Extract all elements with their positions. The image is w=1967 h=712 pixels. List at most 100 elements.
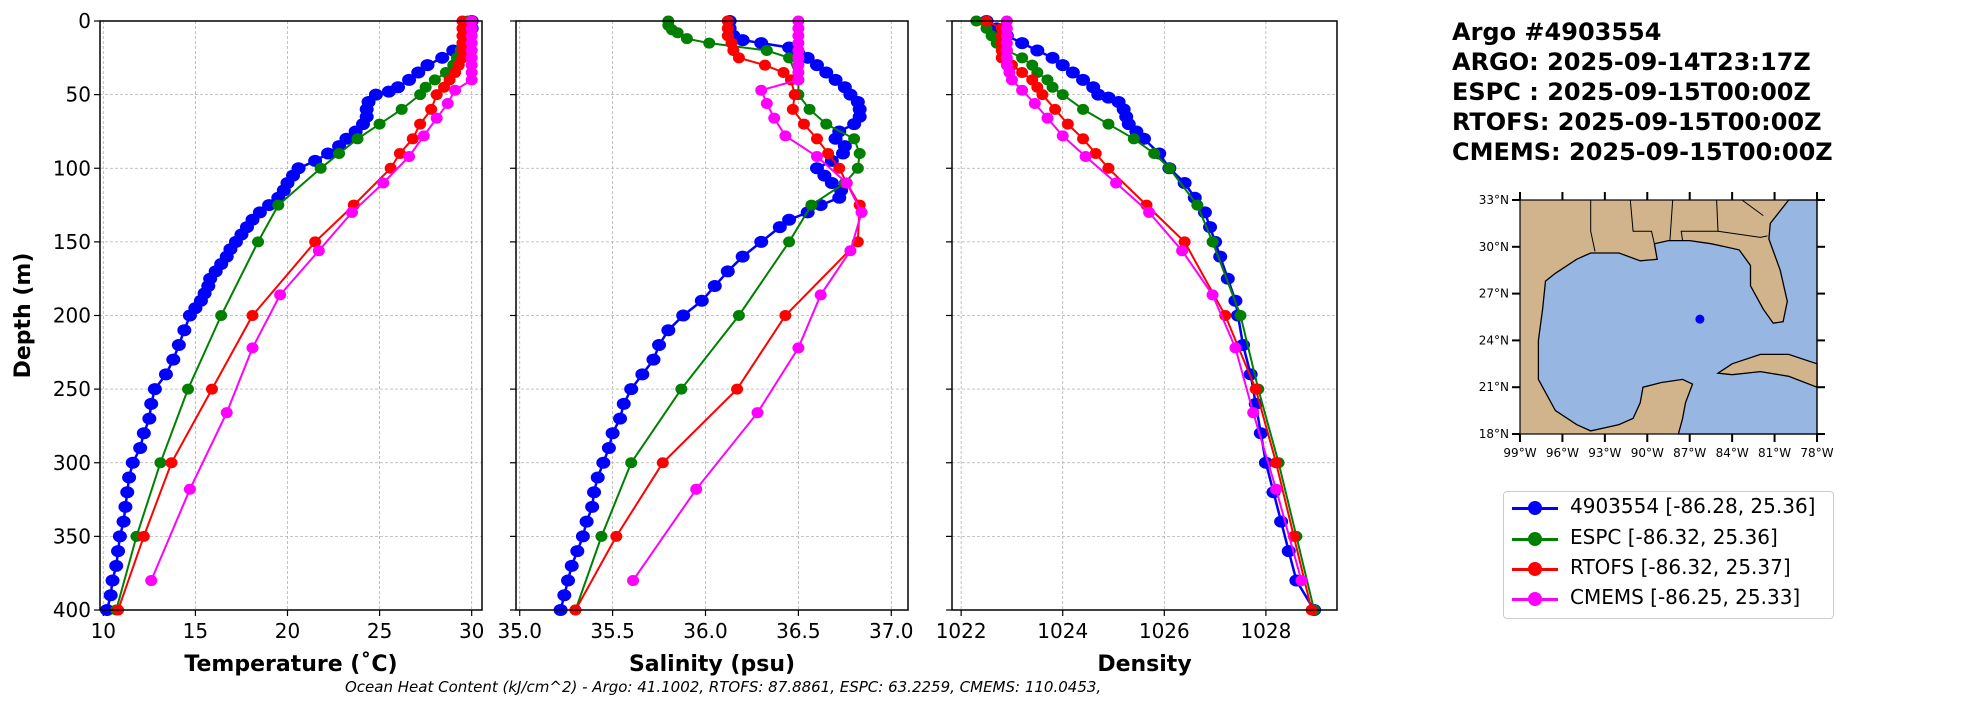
- data-point: [570, 545, 585, 558]
- data-point: [803, 103, 816, 115]
- y-axis-label: Depth (m): [11, 253, 36, 379]
- data-point: [373, 118, 386, 130]
- data-point: [1077, 103, 1090, 115]
- data-point: [596, 456, 611, 469]
- data-point: [414, 118, 427, 130]
- data-point: [758, 59, 771, 71]
- data-point: [656, 457, 669, 469]
- data-point: [272, 199, 285, 211]
- data-point: [832, 191, 847, 204]
- data-point: [205, 383, 218, 395]
- data-point: [142, 412, 157, 425]
- data-point: [112, 530, 127, 543]
- legend-marker: [1528, 562, 1542, 576]
- data-point: [1143, 206, 1156, 218]
- data-point: [797, 118, 810, 130]
- data-point: [575, 530, 590, 543]
- data-point: [828, 73, 843, 86]
- data-point: [428, 74, 441, 86]
- lon-tick-label: 93°W: [1588, 446, 1621, 460]
- data-point: [851, 162, 864, 174]
- data-point: [616, 397, 631, 410]
- x-axis-label: Temperature (˚C): [184, 652, 397, 677]
- data-point: [848, 133, 861, 145]
- cmems-time: CMEMS: 2025-09-15T00:00Z: [1452, 138, 1833, 166]
- data-point: [1016, 84, 1029, 96]
- data-point: [613, 412, 628, 425]
- data-point: [274, 289, 287, 301]
- data-point: [182, 383, 195, 395]
- state-border: [1590, 200, 1596, 252]
- data-point: [1270, 457, 1283, 469]
- data-point: [661, 324, 676, 337]
- data-point: [564, 559, 579, 572]
- lon-tick-label: 84°W: [1716, 446, 1749, 460]
- data-point: [351, 133, 364, 145]
- data-point: [786, 103, 799, 115]
- y-tick-label: 300: [53, 451, 91, 475]
- y-tick-label: 150: [53, 230, 91, 254]
- state-border: [1741, 199, 1764, 217]
- data-point: [731, 383, 744, 395]
- series-line: [632, 21, 863, 582]
- series-4903554: [553, 15, 867, 616]
- data-point: [137, 530, 150, 542]
- x-tick-label: 20: [275, 619, 300, 643]
- data-point: [1102, 118, 1115, 130]
- series-cmems: [1000, 15, 1308, 587]
- data-point: [133, 442, 148, 455]
- profile-panels: 10 15 20 25 30050100150200250300350400Temper…: [11, 9, 1338, 677]
- data-point: [154, 457, 167, 469]
- data-point: [847, 118, 862, 131]
- data-point: [652, 338, 667, 351]
- x-tick-label: 15: [183, 619, 208, 643]
- panel-density: 1022 1024 1026 1028 Density: [936, 15, 1338, 677]
- espc-time: ESPC : 2025-09-15T00:00Z: [1452, 78, 1811, 106]
- data-point: [1049, 103, 1062, 115]
- data-point: [111, 545, 126, 558]
- data-point: [118, 500, 133, 513]
- data-point: [814, 289, 827, 301]
- data-point: [403, 150, 416, 162]
- y-tick-label: 0: [78, 9, 91, 33]
- x-tick-label: 36.5: [776, 619, 821, 643]
- data-point: [1220, 272, 1235, 285]
- data-point: [590, 471, 605, 484]
- data-point: [690, 483, 703, 495]
- y-tick-label: 100: [53, 156, 91, 180]
- data-point: [754, 235, 769, 248]
- data-point: [675, 383, 688, 395]
- data-point: [810, 150, 823, 162]
- data-point: [561, 574, 576, 587]
- data-point: [779, 310, 792, 321]
- data-point: [810, 133, 823, 145]
- data-point: [435, 51, 450, 64]
- data-point: [414, 89, 427, 101]
- data-point: [792, 74, 805, 86]
- data-point: [1079, 150, 1092, 162]
- data-point: [158, 368, 173, 381]
- data-point: [1191, 199, 1204, 211]
- x-axis-label: Salinity (psu): [629, 652, 795, 677]
- data-point: [312, 245, 325, 257]
- data-point: [646, 353, 661, 366]
- data-point: [751, 407, 764, 419]
- x-axis-label: Density: [1097, 652, 1191, 677]
- x-tick-label: 1022: [936, 619, 987, 643]
- data-point: [783, 236, 796, 248]
- data-point: [777, 67, 790, 79]
- data-point: [855, 206, 868, 218]
- data-point: [844, 245, 857, 257]
- data-point: [1030, 44, 1045, 57]
- data-point: [601, 442, 616, 455]
- x-tick-label: 25: [367, 619, 392, 643]
- legend-item-argo: 4903554 [-86.28, 25.36]: [1504, 493, 1833, 523]
- x-tick-label: 35.5: [590, 619, 635, 643]
- legend-marker: [1528, 532, 1542, 546]
- data-point: [671, 27, 684, 39]
- y-tick-label: 200: [53, 304, 91, 328]
- ocean: [1537, 199, 1818, 435]
- panel-salinity: 35.0 35.5 36.0 36.5 37.0 Salinity (psu): [497, 15, 914, 677]
- data-point: [438, 81, 451, 93]
- data-point: [1178, 236, 1191, 248]
